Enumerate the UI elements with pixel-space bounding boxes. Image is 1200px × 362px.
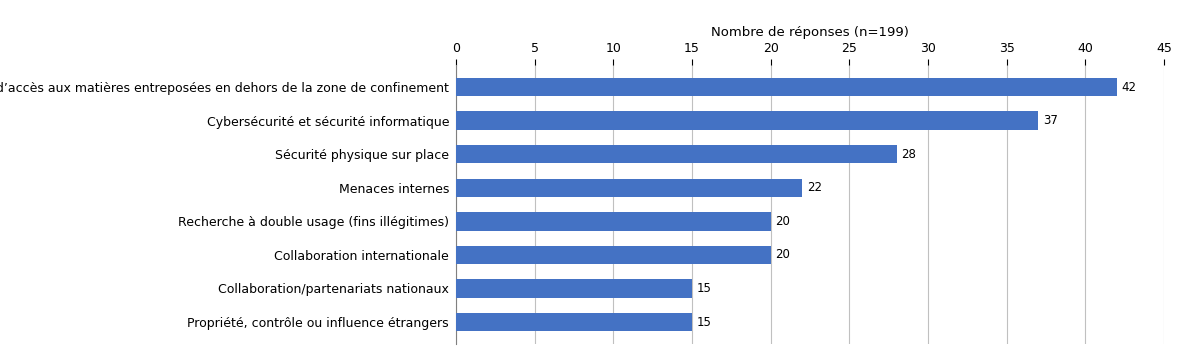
X-axis label: Nombre de réponses (n=199): Nombre de réponses (n=199) xyxy=(712,26,908,39)
Bar xyxy=(456,178,802,197)
Bar xyxy=(456,78,1117,96)
Bar xyxy=(456,246,770,264)
Bar xyxy=(456,212,770,231)
Text: 28: 28 xyxy=(901,148,916,161)
Text: 15: 15 xyxy=(697,282,712,295)
Text: 15: 15 xyxy=(697,316,712,328)
Text: 42: 42 xyxy=(1122,81,1136,93)
Text: 20: 20 xyxy=(775,248,791,261)
Bar xyxy=(456,313,692,331)
Text: 20: 20 xyxy=(775,215,791,228)
Text: 22: 22 xyxy=(806,181,822,194)
Bar xyxy=(456,279,692,298)
Bar xyxy=(456,145,896,163)
Bar xyxy=(456,111,1038,130)
Text: 37: 37 xyxy=(1043,114,1057,127)
